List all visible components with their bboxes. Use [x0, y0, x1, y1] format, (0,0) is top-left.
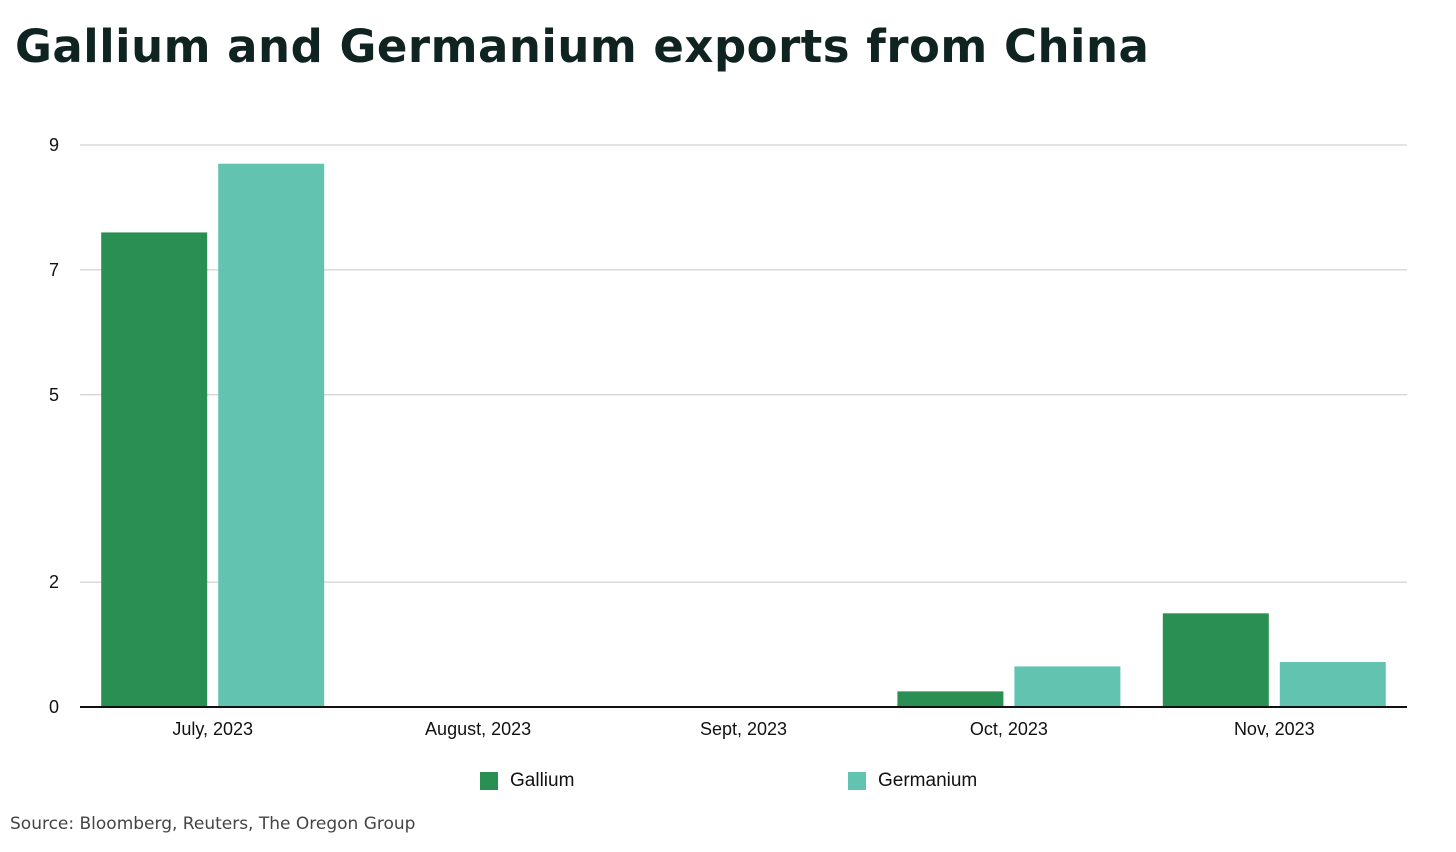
y-tick-label: 2: [49, 572, 59, 592]
legend-swatch-germanium: [848, 772, 866, 790]
x-tick-label: August, 2023: [425, 719, 531, 739]
legend: Gallium Germanium: [0, 770, 1456, 800]
y-tick-label: 5: [49, 385, 59, 405]
y-tick-label: 9: [49, 135, 59, 155]
x-tick-label: Sept, 2023: [700, 719, 787, 739]
bar-gallium: [1162, 613, 1269, 707]
legend-item-gallium: Gallium: [480, 770, 574, 792]
chart-title: Gallium and Germanium exports from China: [15, 20, 1150, 73]
source-note: Source: Bloomberg, Reuters, The Oregon G…: [10, 814, 416, 834]
y-axis-tick-labels: 0 2 5 7 9: [49, 135, 59, 717]
y-tick-label: 0: [49, 697, 59, 717]
legend-label-germanium: Germanium: [878, 770, 978, 791]
bar-germanium: [1279, 662, 1386, 707]
bar-chart: 0 2 5 7 9 July, 2023 August, 2023 Sept, 2023 Oc…: [49, 135, 1407, 739]
bar-germanium: [1014, 666, 1121, 707]
legend-swatch-gallium: [480, 772, 498, 790]
x-tick-label: July, 2023: [172, 719, 253, 739]
legend-item-germanium: Germanium: [848, 770, 977, 792]
x-axis-tick-labels: July, 2023 August, 2023 Sept, 2023 Oct, 202…: [172, 719, 1314, 739]
bars: [101, 163, 1386, 707]
bar-gallium: [897, 691, 1004, 707]
legend-label-gallium: Gallium: [510, 770, 575, 791]
bar-germanium: [218, 163, 325, 707]
y-tick-label: 7: [49, 260, 59, 280]
x-tick-label: Oct, 2023: [970, 719, 1048, 739]
bar-gallium: [101, 232, 208, 707]
x-tick-label: Nov, 2023: [1234, 719, 1315, 739]
